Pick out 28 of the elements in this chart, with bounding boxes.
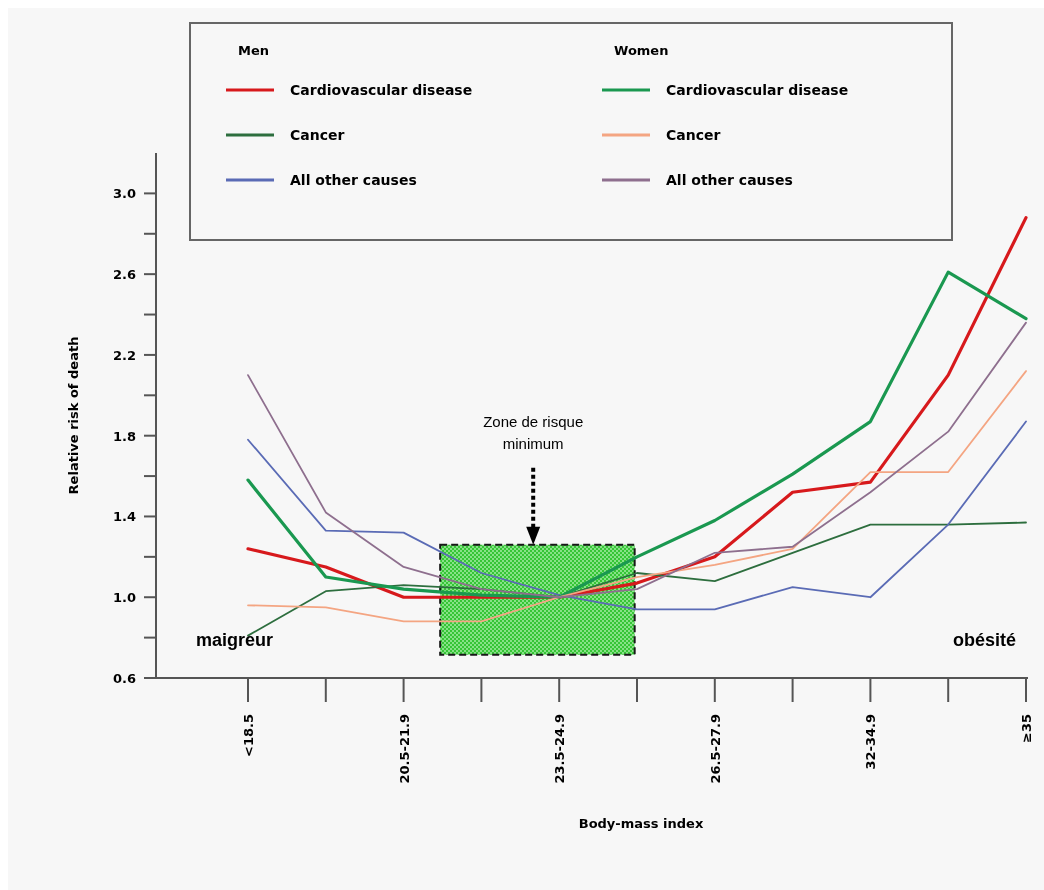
annotation: obésité	[952, 630, 1016, 650]
x-tick-label: <18.5	[241, 714, 256, 757]
y-tick-label: 1.0	[112, 590, 136, 606]
x-tick-label: ≥35	[1019, 714, 1034, 743]
y-tick-label: 2.2	[112, 347, 136, 363]
legend-label: Cancer	[290, 127, 345, 143]
y-tick-label: 1.4	[112, 509, 136, 525]
x-tick-label: 23.5-24.9	[552, 714, 568, 784]
annotation: maigreur	[196, 630, 274, 650]
line-series	[247, 321, 1027, 599]
y-tick-label: 3.0	[112, 186, 136, 202]
legend-label: All other causes	[290, 172, 417, 188]
legend-label: Cardiovascular disease	[666, 82, 849, 98]
annotation: Zone de risque minimum	[483, 412, 584, 452]
x-tick-label: 32-34.9	[863, 714, 879, 770]
x-tick-label: 26.5-27.9	[707, 714, 723, 784]
text: Women	[614, 43, 669, 58]
y-tick-label: 1.8	[112, 428, 136, 444]
y-axis-title: Relative risk of death	[66, 336, 81, 495]
y-tick-label: 0.6	[112, 671, 136, 686]
line-series	[247, 370, 1027, 623]
legend-label: Cancer	[666, 127, 721, 143]
text: Men	[238, 43, 270, 58]
legend-label: Cardiovascular disease	[290, 82, 473, 98]
x-axis-title: Body-mass index	[578, 816, 704, 831]
x-tick-label: 20.5-21.9	[396, 714, 412, 784]
y-tick-label: 2.6	[112, 267, 136, 283]
legend-label: All other causes	[666, 172, 793, 188]
